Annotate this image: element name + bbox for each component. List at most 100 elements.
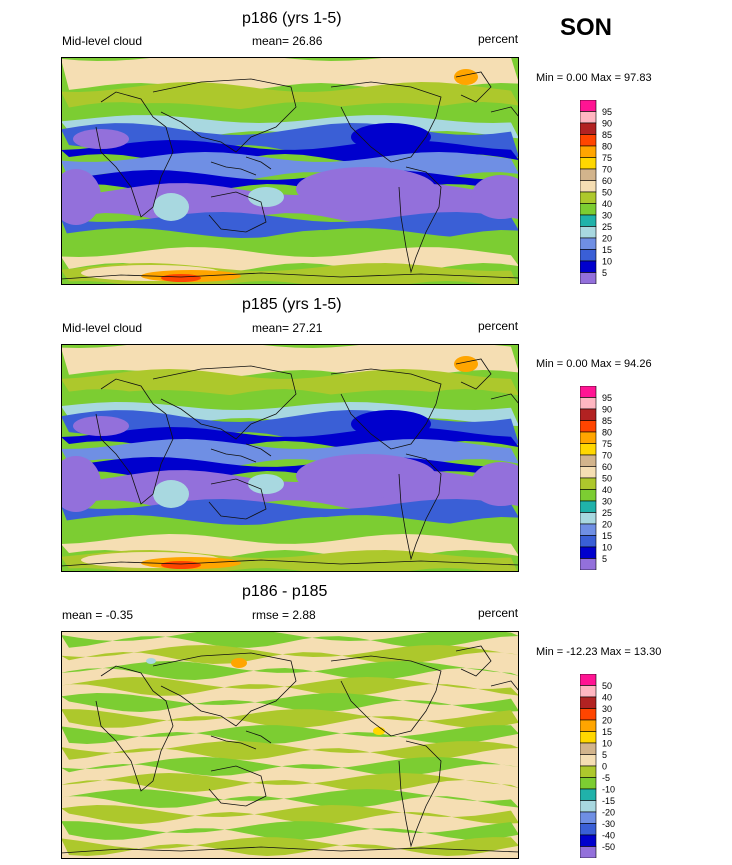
panel-1-left-label: Mid-level cloud bbox=[62, 34, 143, 48]
cloud-field-region bbox=[61, 725, 519, 744]
cloud-field-region bbox=[146, 658, 156, 664]
coastline bbox=[152, 365, 297, 440]
colorbar-swatch bbox=[580, 168, 597, 181]
colorbar-label: 85 bbox=[602, 416, 612, 426]
colorbar-label: 80 bbox=[602, 428, 612, 438]
colorbar-swatch bbox=[580, 214, 597, 227]
panel-2-map bbox=[61, 344, 519, 572]
colorbar-swatch bbox=[580, 226, 597, 239]
coastline bbox=[330, 655, 442, 737]
cloud-field-region bbox=[471, 175, 519, 219]
coastline bbox=[245, 730, 272, 744]
cloud-field-region bbox=[296, 167, 436, 211]
coastline bbox=[245, 156, 272, 170]
cloud-field-region bbox=[351, 410, 431, 438]
cloud-field-region bbox=[61, 661, 519, 680]
cloud-field-region bbox=[153, 193, 189, 221]
cloud-field-region bbox=[454, 69, 478, 85]
colorbar-label: 10 bbox=[602, 543, 612, 553]
coastline bbox=[398, 453, 442, 561]
panel-1-minmax: Min = 0.00 Max = 97.83 bbox=[536, 72, 652, 84]
coastline bbox=[210, 161, 257, 176]
colorbar-label: -5 bbox=[602, 773, 610, 783]
colorbar-label: 50 bbox=[602, 681, 612, 691]
cloud-field-region bbox=[423, 797, 439, 805]
colorbar-swatch bbox=[580, 249, 597, 262]
colorbar-swatch bbox=[580, 788, 597, 801]
colorbar-label: 15 bbox=[602, 245, 612, 255]
panel-3-rmse: rmse = 2.88 bbox=[252, 608, 316, 622]
colorbar-swatch bbox=[580, 800, 597, 813]
colorbar-label: 25 bbox=[602, 508, 612, 518]
colorbar-label: 40 bbox=[602, 199, 612, 209]
panel-3-mean: mean = -0.35 bbox=[62, 608, 134, 622]
colorbar-label: -50 bbox=[602, 842, 615, 852]
colorbar-label: -40 bbox=[602, 831, 615, 841]
colorbar-swatch bbox=[580, 500, 597, 513]
colorbar-swatch bbox=[580, 157, 597, 170]
colorbar-label: 0 bbox=[602, 762, 607, 772]
colorbar-swatch bbox=[580, 477, 597, 490]
cloud-field-region bbox=[61, 821, 519, 840]
colorbar-label: 95 bbox=[602, 393, 612, 403]
cloud-field-region bbox=[454, 356, 478, 372]
cloud-field-region bbox=[61, 645, 519, 664]
colorbar-swatch bbox=[580, 696, 597, 709]
colorbar-swatch bbox=[580, 777, 597, 790]
colorbar-label: 40 bbox=[602, 485, 612, 495]
colorbar-swatch bbox=[580, 708, 597, 721]
colorbar-label: 15 bbox=[602, 531, 612, 541]
colorbar-swatch bbox=[580, 180, 597, 193]
panel-3-minmax: Min = -12.23 Max = 13.30 bbox=[536, 646, 662, 658]
panel-1-map bbox=[61, 57, 519, 285]
colorbar-swatch bbox=[580, 523, 597, 536]
map-frame bbox=[61, 344, 519, 572]
panel-3-map bbox=[61, 631, 519, 859]
coastline bbox=[210, 448, 257, 463]
colorbar-label: 10 bbox=[602, 739, 612, 749]
coastline bbox=[61, 559, 519, 567]
coastline bbox=[95, 665, 174, 792]
cloud-field-region bbox=[153, 480, 189, 508]
cloud-field-region bbox=[61, 709, 519, 728]
coastline bbox=[490, 680, 519, 692]
season-label: SON bbox=[560, 14, 613, 41]
cloud-field-region bbox=[61, 757, 519, 776]
colorbar-label: 60 bbox=[602, 176, 612, 186]
colorbar-swatch bbox=[580, 431, 597, 444]
cloud-field-region bbox=[231, 658, 247, 668]
panel-2-left-label: Mid-level cloud bbox=[62, 321, 143, 335]
cloud-field-region bbox=[61, 741, 519, 760]
colorbar-label: 75 bbox=[602, 439, 612, 449]
cloud-field-region bbox=[61, 773, 519, 792]
colorbar-swatch bbox=[580, 260, 597, 273]
cloud-field-region bbox=[61, 169, 101, 225]
colorbar-label: -20 bbox=[602, 808, 615, 818]
cloud-field-region bbox=[61, 57, 519, 91]
colorbar-label: 30 bbox=[602, 211, 612, 221]
panel-3-units: percent bbox=[478, 606, 519, 620]
coastline bbox=[95, 378, 174, 505]
colorbar-label: 50 bbox=[602, 188, 612, 198]
cloud-field-region bbox=[373, 727, 385, 735]
colorbar-swatch bbox=[580, 765, 597, 778]
coastline bbox=[330, 81, 442, 163]
colorbar-swatch bbox=[580, 145, 597, 158]
coastline bbox=[455, 645, 492, 677]
cloud-field-region bbox=[61, 789, 519, 808]
colorbar-label: 30 bbox=[602, 497, 612, 507]
cloud-field-region bbox=[73, 129, 129, 149]
coastline bbox=[455, 358, 492, 390]
cloud-field-region bbox=[296, 454, 436, 498]
colorbar-swatch bbox=[580, 719, 597, 732]
colorbar-swatch bbox=[580, 512, 597, 525]
colorbar-swatch bbox=[580, 823, 597, 836]
panel-3-title: p186 - p185 bbox=[242, 583, 328, 600]
colorbar-label: 5 bbox=[602, 750, 607, 760]
panel-1-units: percent bbox=[478, 32, 519, 46]
colorbar-label: 40 bbox=[602, 693, 612, 703]
colorbar-label: 75 bbox=[602, 153, 612, 163]
coastline bbox=[208, 478, 267, 520]
panel-2-title: p185 (yrs 1-5) bbox=[242, 296, 342, 313]
